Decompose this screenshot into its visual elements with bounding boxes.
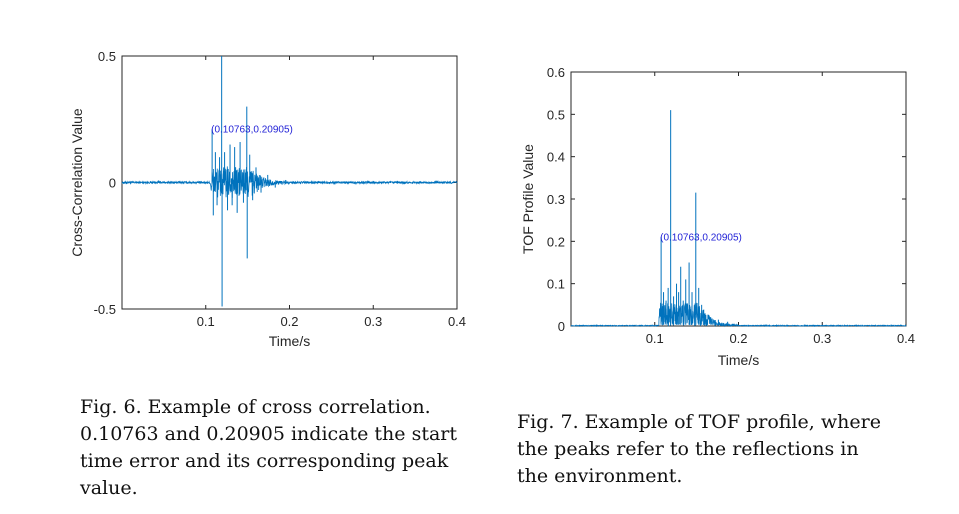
caption-fig7-line: Fig. 7. Example of TOF profile, where xyxy=(517,411,881,433)
caption-fig6-line: Fig. 6. Example of cross correlation. xyxy=(80,396,431,418)
chart-tof-profile: 0.1 0.2 0.3 0.4 0 0.1 0.2 0.3 0.4 0.5 0.6 Time/s TOF… xyxy=(520,65,915,368)
caption-fig6: Fig. 6. Example of cross correlation. 0.… xyxy=(80,394,500,502)
peak-annotation: (0.10763,0.20905) xyxy=(660,233,742,244)
x-tick-label: 0.1 xyxy=(197,314,215,329)
y-tick-label: 0.5 xyxy=(98,49,116,64)
caption-fig6-line: time error and its corresponding peak xyxy=(80,450,449,472)
y-tick-label: 0 xyxy=(109,176,116,191)
x-tick-label: 0.4 xyxy=(448,314,466,329)
x-tick-label: 0.3 xyxy=(364,314,382,329)
caption-fig6-line: 0.10763 and 0.20905 indicate the start xyxy=(80,423,458,445)
x-tick-label: 0.2 xyxy=(729,331,747,346)
x-axis-label: Time/s xyxy=(718,352,759,368)
y-tick-label: 0 xyxy=(558,319,565,334)
y-tick-label: -0.5 xyxy=(94,302,116,317)
y-tick-label: 0.6 xyxy=(547,65,565,80)
y-tick-label: 0.4 xyxy=(547,150,565,165)
y-axis-label: TOF Profile Value xyxy=(520,144,536,254)
y-axis-label: Cross-Correlation Value xyxy=(69,108,85,257)
x-tick-label: 0.4 xyxy=(897,331,915,346)
peak-annotation: (0.10763,0.20905) xyxy=(211,125,293,136)
y-tick-label: 0.1 xyxy=(547,277,565,292)
caption-fig7: Fig. 7. Example of TOF profile, where th… xyxy=(517,409,947,490)
y-tick-label: 0.3 xyxy=(547,192,565,207)
plot-area-frame xyxy=(570,71,907,327)
x-tick-label: 0.2 xyxy=(280,314,298,329)
chart-cross-correlation: 0.1 0.2 0.3 0.4 -0.5 0 0.5 Time/s Cross-Correlat… xyxy=(69,49,466,349)
signal-trace xyxy=(570,302,907,328)
x-axis-label: Time/s xyxy=(269,333,310,349)
x-tick-label: 0.3 xyxy=(813,331,831,346)
caption-fig7-line: the environment. xyxy=(517,465,683,487)
x-tick-label: 0.1 xyxy=(646,331,664,346)
caption-fig6-line: value. xyxy=(80,477,138,499)
signal-trace xyxy=(121,166,458,198)
y-tick-label: 0.2 xyxy=(547,234,565,249)
caption-fig7-line: the peaks refer to the reflections in xyxy=(517,438,859,460)
y-tick-label: 0.5 xyxy=(547,107,565,122)
